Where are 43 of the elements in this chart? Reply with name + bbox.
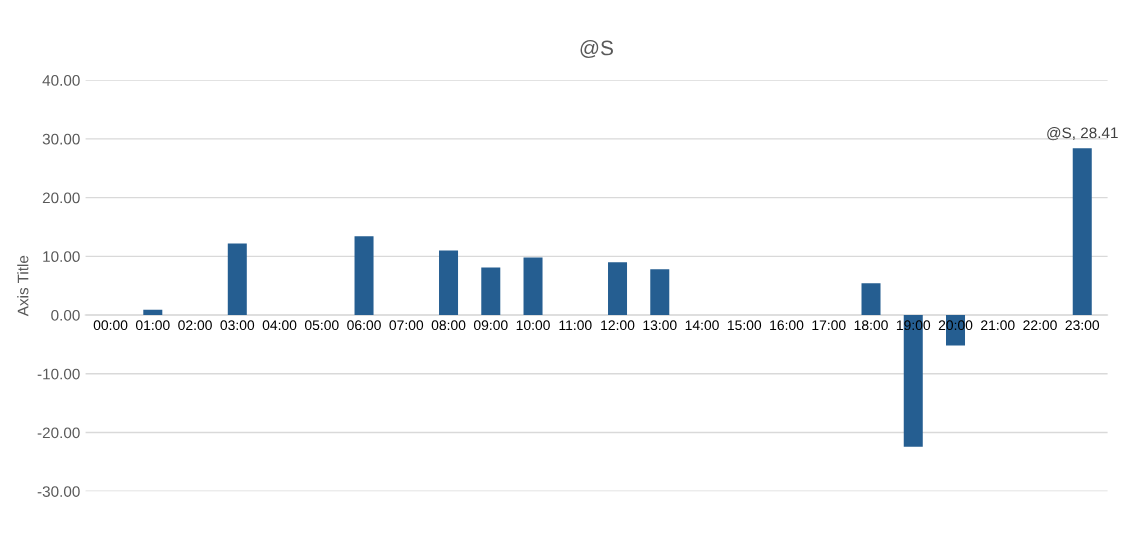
bar — [1072, 148, 1092, 316]
x-tick-label: 12:00 — [601, 320, 635, 331]
y-tick-label: 20.00 — [42, 192, 80, 204]
x-tick-label: 04:00 — [262, 320, 297, 331]
x-tick-label: 16:00 — [770, 320, 804, 331]
y-tick-label: 40.00 — [42, 74, 80, 86]
x-tick-label: 13:00 — [643, 320, 677, 331]
bar — [481, 267, 501, 316]
x-tick-label: 00:00 — [93, 320, 128, 331]
x-tick-label: 10:00 — [516, 320, 550, 331]
annotation: @S, 28.41 — [1047, 126, 1118, 141]
y-tick-label: -20.00 — [37, 427, 80, 439]
x-tick-label: 09:00 — [473, 320, 508, 331]
y-tick-label: 10.00 — [43, 251, 80, 263]
x-tick-label: 06:00 — [347, 320, 381, 331]
x-tick-label: 07:00 — [389, 320, 424, 331]
bar — [143, 309, 163, 316]
x-tick-label: 22:00 — [1023, 320, 1057, 331]
bar — [650, 269, 670, 316]
x-tick-label: 21:00 — [981, 320, 1015, 331]
bar — [227, 243, 247, 316]
y-tick-label: 30.00 — [42, 133, 80, 145]
x-tick-label: 02:00 — [178, 320, 212, 331]
bar — [523, 257, 543, 316]
x-tick-label: 05:00 — [304, 320, 339, 331]
x-tick-label: 17:00 — [812, 320, 846, 331]
x-tick-label: 23:00 — [1065, 320, 1100, 331]
x-tick-label: 15:00 — [727, 320, 762, 331]
x-tick-label: 11:00 — [559, 320, 592, 331]
x-tick-label: 01:00 — [135, 320, 170, 331]
x-tick-label: 18:00 — [854, 320, 888, 331]
bar — [439, 250, 459, 316]
chart-title: @S — [580, 40, 613, 58]
bar — [608, 262, 628, 316]
y-axis-title: Axis Title — [17, 255, 29, 317]
y-tick-label: 0.00 — [51, 309, 80, 321]
bar — [861, 283, 881, 316]
y-tick-label: -10.00 — [37, 368, 80, 380]
y-tick-label: -30.00 — [37, 486, 80, 497]
x-tick-label: 03:00 — [220, 320, 255, 331]
x-tick-label: 14:00 — [685, 320, 719, 331]
bar — [354, 236, 374, 316]
x-tick-label: 08:00 — [431, 320, 466, 331]
